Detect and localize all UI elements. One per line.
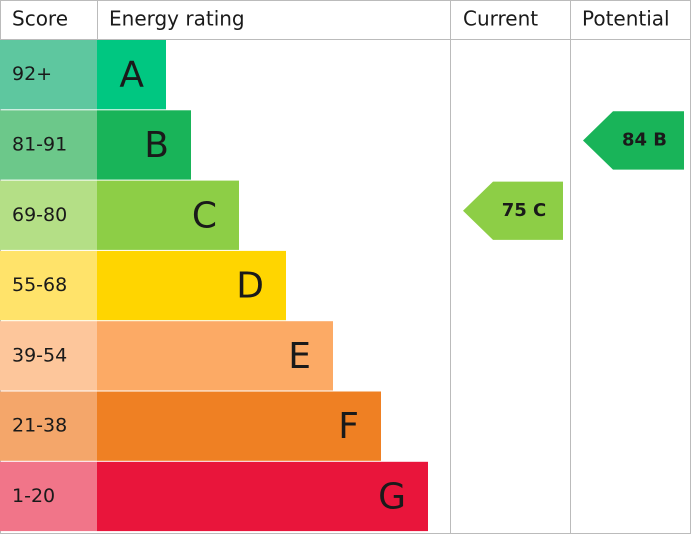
current-header: Current: [463, 7, 538, 31]
rating-letter: F: [338, 406, 359, 447]
rating-header: Energy rating: [109, 7, 245, 31]
rating-bar: [97, 110, 191, 180]
rating-bar: [97, 40, 166, 110]
score-label: 55-68: [12, 274, 67, 296]
score-label: 39-54: [12, 344, 67, 366]
current-arrow: [463, 181, 563, 240]
rating-letter: D: [236, 266, 264, 307]
rating-bar: [97, 250, 286, 321]
rating-bar: [97, 461, 428, 532]
score-cell: [0, 110, 97, 180]
rating-letter: A: [119, 55, 144, 96]
rating-letter: B: [144, 125, 169, 166]
score-label: 21-38: [12, 415, 67, 437]
score-cell: [0, 321, 97, 391]
potential-arrow: [583, 111, 684, 170]
score-label: 81-91: [12, 133, 67, 155]
current-label: 75 C: [502, 200, 547, 221]
score-cell: [0, 40, 97, 110]
score-cell: [0, 180, 97, 250]
score-label: 1-20: [12, 485, 55, 507]
potential-label: 84 B: [622, 129, 667, 150]
rating-bar: [97, 391, 381, 461]
rating-letter: E: [288, 336, 311, 377]
score-label: 69-80: [12, 204, 67, 226]
rating-bar: [97, 180, 239, 250]
rating-bar: [97, 321, 333, 391]
score-cell: [0, 250, 97, 321]
rating-letter: G: [378, 476, 406, 517]
score-cell: [0, 461, 97, 532]
score-cell: [0, 391, 97, 461]
score-header: Score: [12, 7, 68, 31]
potential-header: Potential: [582, 7, 670, 31]
score-label: 92+: [12, 63, 52, 85]
rating-letter: C: [192, 195, 217, 236]
